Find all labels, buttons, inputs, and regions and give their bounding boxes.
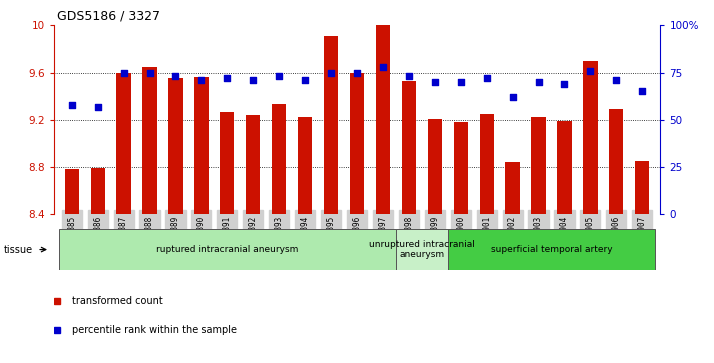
Point — [273, 73, 285, 79]
Bar — [91, 168, 105, 214]
Bar — [609, 109, 623, 214]
Point — [559, 81, 570, 87]
Point — [507, 94, 518, 100]
Bar — [142, 67, 156, 214]
Text: ruptured intracranial aneurysm: ruptured intracranial aneurysm — [156, 245, 298, 254]
Text: percentile rank within the sample: percentile rank within the sample — [71, 325, 237, 335]
Bar — [350, 73, 364, 214]
Text: unruptured intracranial
aneurysm: unruptured intracranial aneurysm — [369, 240, 475, 259]
Bar — [558, 121, 572, 214]
Bar — [64, 170, 79, 214]
Bar — [396, 229, 448, 270]
Bar — [116, 73, 131, 214]
Bar — [480, 114, 494, 214]
Text: transformed count: transformed count — [71, 297, 163, 306]
Point — [248, 77, 259, 83]
Bar — [635, 161, 650, 214]
Point — [66, 102, 77, 107]
Bar — [402, 81, 416, 214]
Point — [455, 79, 466, 85]
Bar — [506, 162, 520, 214]
Point — [377, 64, 388, 70]
Point — [637, 89, 648, 94]
Point — [481, 76, 493, 81]
Text: tissue: tissue — [4, 245, 33, 254]
Point — [610, 77, 622, 83]
Point — [429, 79, 441, 85]
Bar — [531, 117, 545, 214]
Point — [118, 70, 129, 76]
Point — [326, 70, 337, 76]
Text: GDS5186 / 3327: GDS5186 / 3327 — [57, 9, 160, 22]
Point — [170, 73, 181, 79]
Point — [144, 70, 155, 76]
Point — [221, 76, 233, 81]
Bar — [428, 119, 442, 214]
Point — [403, 73, 415, 79]
Bar — [298, 117, 312, 214]
Bar — [169, 78, 183, 214]
Point — [92, 104, 104, 110]
Point — [585, 68, 596, 74]
Bar — [194, 77, 208, 214]
Point — [533, 79, 544, 85]
Text: superficial temporal artery: superficial temporal artery — [491, 245, 613, 254]
Point — [351, 70, 363, 76]
Bar — [583, 61, 598, 214]
Bar — [272, 105, 286, 214]
Bar — [453, 122, 468, 214]
Point — [299, 77, 311, 83]
Bar — [59, 229, 396, 270]
Bar — [324, 36, 338, 214]
Bar — [448, 229, 655, 270]
Bar — [220, 111, 234, 214]
Bar — [376, 25, 390, 214]
Bar — [246, 115, 261, 214]
Point — [196, 77, 207, 83]
